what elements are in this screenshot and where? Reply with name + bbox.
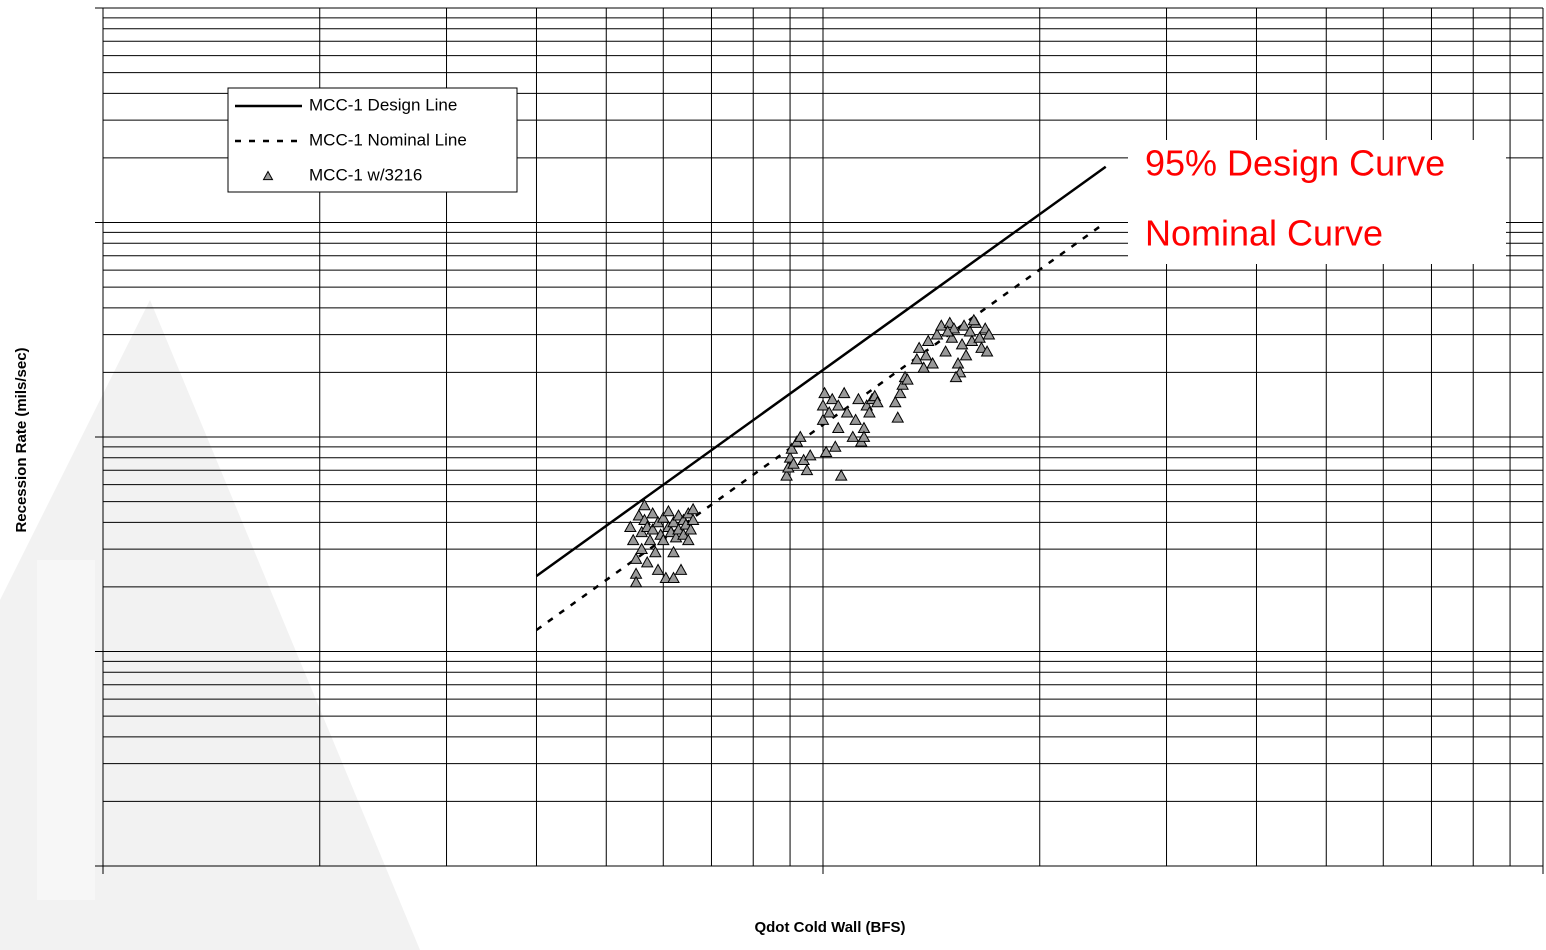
scatter-point	[780, 469, 793, 481]
scatter-point	[662, 504, 675, 517]
scatter-point	[980, 345, 994, 357]
scatter-point	[686, 502, 700, 515]
scatter-point	[816, 413, 830, 425]
scatter-point	[982, 328, 996, 340]
series-line	[535, 224, 1103, 631]
scatter-point	[667, 571, 680, 583]
scatter-point	[951, 357, 965, 369]
legend-label: MCC-1 w/3216	[309, 165, 422, 184]
scatter-point	[857, 430, 871, 442]
scatter-point	[852, 392, 865, 405]
scatter-point	[629, 552, 643, 564]
scatter-point	[649, 545, 662, 558]
scatter-point	[945, 331, 959, 343]
scatter-point	[955, 337, 969, 350]
legend-swatch	[262, 170, 274, 181]
watermark	[0, 300, 420, 950]
scatter-point	[638, 498, 651, 511]
legend: MCC-1 Design Line MCC-1 Nominal Line MCC-1…	[227, 87, 518, 193]
scatter-point	[973, 331, 986, 343]
scatter-point	[787, 457, 800, 469]
scatter-point	[681, 533, 695, 546]
scatter-point	[959, 348, 973, 361]
scatter-point	[659, 571, 673, 583]
x-axis-label: Qdot Cold Wall (BFS)	[754, 919, 905, 936]
scatter-point	[941, 325, 955, 337]
scatter-point	[623, 520, 637, 533]
scatter-point	[947, 322, 961, 334]
scatter-point	[828, 440, 842, 452]
scatter-point	[640, 555, 654, 568]
scatter-point	[888, 395, 902, 408]
scatter-point	[651, 563, 665, 575]
scatter-point	[831, 421, 845, 434]
scatter-point	[646, 506, 660, 519]
annotation: 95% Design Curve	[1145, 143, 1445, 184]
scatter-point	[846, 430, 860, 442]
annotation-box	[1128, 140, 1506, 264]
scatter-point	[818, 386, 831, 399]
scatter-point	[667, 515, 680, 528]
scatter-point	[840, 406, 854, 418]
scatter-point	[656, 511, 670, 523]
scatter-point	[891, 411, 905, 423]
scatter-point	[963, 325, 977, 337]
annotation: Nominal Curve	[1145, 213, 1383, 254]
scatter-point	[939, 345, 952, 357]
scatter-point	[863, 406, 876, 418]
scatter-point	[800, 463, 814, 476]
scatter-point	[667, 545, 680, 558]
scatter-point	[837, 386, 851, 399]
scatter-point	[967, 313, 981, 326]
scatter-point	[975, 341, 988, 353]
scatter-point	[849, 413, 862, 425]
scatter-point	[834, 469, 848, 481]
scatter-point	[686, 513, 700, 525]
scatter-point	[793, 430, 807, 442]
scatter-point	[684, 523, 698, 535]
scatter-point	[949, 370, 963, 383]
series-line	[535, 165, 1107, 577]
scatter-point	[632, 509, 646, 521]
scatter-point	[646, 523, 660, 535]
watermark-panel	[37, 560, 95, 900]
scatter-point	[893, 386, 907, 399]
scatter-point	[926, 357, 939, 369]
scatter-point	[901, 373, 914, 385]
scatter-point	[825, 392, 839, 405]
legend-label: MCC-1 Nominal Line	[309, 130, 467, 149]
scatter-point	[785, 442, 799, 454]
scatter-point	[930, 328, 944, 340]
scatter-point	[910, 352, 924, 365]
scatter-point	[674, 563, 688, 575]
scatter-point	[643, 533, 657, 546]
scatter-point	[957, 319, 971, 331]
scatter-point	[816, 399, 830, 411]
scatter-point	[822, 406, 836, 418]
scatter-point	[912, 341, 926, 353]
scatter-point	[626, 533, 640, 546]
scatter-point	[871, 395, 884, 408]
scatter-point	[831, 399, 845, 411]
scatter-point	[921, 334, 935, 346]
scatter-point	[919, 348, 933, 361]
scatter-point	[819, 445, 833, 458]
y-axis-label: Recession Rate (mils/sec)	[13, 347, 30, 532]
scatter-point	[635, 542, 649, 555]
scatter-point	[803, 448, 817, 461]
scatter-point	[629, 575, 643, 588]
scatter-point	[656, 533, 670, 546]
legend-label: MCC-1 Design Line	[309, 95, 457, 114]
scatter-point	[917, 361, 931, 373]
